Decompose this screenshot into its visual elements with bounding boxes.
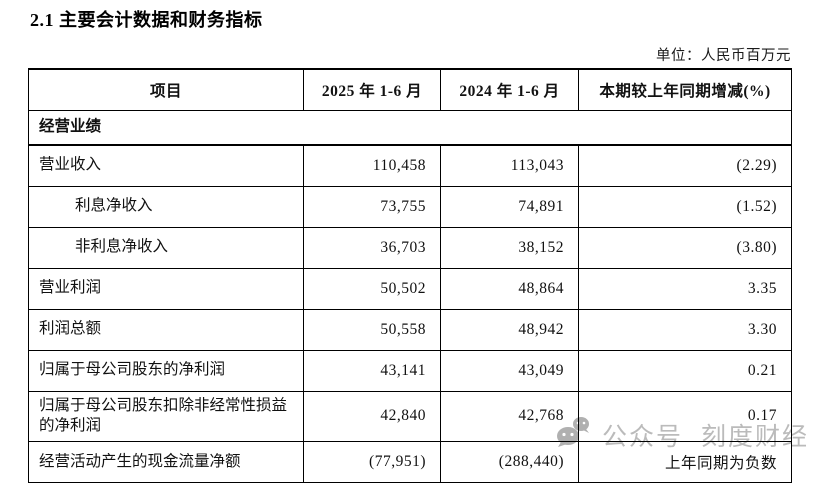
header-2024: 2024 年 1-6 月 bbox=[440, 68, 579, 111]
table-row: 归属于母公司股东的净利润 43,141 43,049 0.21 bbox=[28, 349, 792, 392]
table-row: 经营活动产生的现金流量净额 (77,951) (288,440) 上年同期为负数 bbox=[28, 441, 792, 483]
value-2025: 73,755 bbox=[303, 185, 441, 228]
table-row: 营业利润 50,502 48,864 3.35 bbox=[28, 267, 792, 310]
value-2025: 110,458 bbox=[303, 144, 441, 187]
table-row: 利息净收入 73,755 74,891 (1.52) bbox=[28, 185, 792, 228]
value-2025: (77,951) bbox=[303, 441, 441, 483]
value-change: 0.21 bbox=[578, 349, 792, 392]
value-2025: 36,703 bbox=[303, 226, 441, 269]
value-2024: 48,864 bbox=[440, 267, 579, 310]
value-change: 3.35 bbox=[578, 267, 792, 310]
section-label: 经营业绩 bbox=[28, 109, 792, 146]
table-row: 营业收入 110,458 113,043 (2.29) bbox=[28, 144, 792, 187]
row-label: 非利息净收入 bbox=[28, 226, 304, 269]
unit-note: 单位：人民币百万元 bbox=[656, 48, 791, 64]
page-title: 2.1 主要会计数据和财务指标 bbox=[30, 10, 263, 30]
table-row: 归属于母公司股东扣除非经常性损益的净利润 42,840 42,768 0.17 bbox=[28, 390, 792, 443]
table-body: 经营业绩 营业收入 110,458 113,043 (2.29) 利息净收入 73,755 7… bbox=[28, 109, 792, 483]
value-2025: 42,840 bbox=[303, 390, 441, 443]
header-item: 项目 bbox=[28, 68, 304, 111]
value-2025: 50,502 bbox=[303, 267, 441, 310]
section-row: 经营业绩 bbox=[28, 109, 792, 146]
row-label: 营业利润 bbox=[28, 267, 304, 310]
value-2024: (288,440) bbox=[440, 441, 579, 483]
value-2024: 43,049 bbox=[440, 349, 579, 392]
value-2024: 113,043 bbox=[440, 144, 579, 187]
value-change: (2.29) bbox=[578, 144, 792, 187]
financial-indicators-table: 项目 2025 年 1-6 月 2024 年 1-6 月 本期较上年同期增减(%… bbox=[28, 68, 792, 483]
value-2024: 48,942 bbox=[440, 308, 579, 351]
row-label: 利润总额 bbox=[28, 308, 304, 351]
table-row: 利润总额 50,558 48,942 3.30 bbox=[28, 308, 792, 351]
table-row: 非利息净收入 36,703 38,152 (3.80) bbox=[28, 226, 792, 269]
table-header-row: 项目 2025 年 1-6 月 2024 年 1-6 月 本期较上年同期增减(%… bbox=[28, 68, 792, 111]
value-2024: 42,768 bbox=[440, 390, 579, 443]
header-2025: 2025 年 1-6 月 bbox=[303, 68, 441, 111]
value-change: 3.30 bbox=[578, 308, 792, 351]
value-2025: 50,558 bbox=[303, 308, 441, 351]
row-label: 经营活动产生的现金流量净额 bbox=[28, 441, 304, 483]
row-label: 归属于母公司股东的净利润 bbox=[28, 349, 304, 392]
row-label: 归属于母公司股东扣除非经常性损益的净利润 bbox=[28, 390, 304, 443]
header-change: 本期较上年同期增减(%) bbox=[578, 68, 792, 111]
row-label: 利息净收入 bbox=[28, 185, 304, 228]
value-change: (3.80) bbox=[578, 226, 792, 269]
value-change: (1.52) bbox=[578, 185, 792, 228]
value-change: 上年同期为负数 bbox=[578, 441, 792, 483]
value-2024: 74,891 bbox=[440, 185, 579, 228]
value-2024: 38,152 bbox=[440, 226, 579, 269]
value-change: 0.17 bbox=[578, 390, 792, 443]
value-2025: 43,141 bbox=[303, 349, 441, 392]
row-label: 营业收入 bbox=[28, 144, 304, 187]
